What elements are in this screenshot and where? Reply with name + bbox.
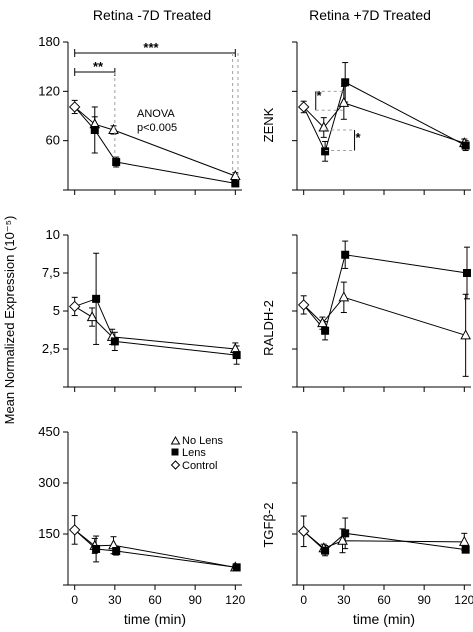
series-line-lens bbox=[303, 530, 466, 552]
x-tick-label: 0 bbox=[71, 593, 78, 607]
point-no-lens bbox=[317, 317, 328, 328]
x-tick-label: 90 bbox=[417, 593, 431, 607]
series-line-lens bbox=[74, 106, 236, 184]
point-lens bbox=[232, 563, 241, 572]
point-no-lens bbox=[86, 311, 98, 322]
point-lens bbox=[90, 125, 99, 134]
x-axis-label: time (min) bbox=[124, 611, 186, 627]
y-tick-label: 180 bbox=[38, 34, 60, 49]
column-title-right: Retina +7D Treated bbox=[309, 7, 431, 23]
panel-minus7d-tgfb2: 150 300 450 0 30 60 90 120 time (min) bbox=[38, 424, 245, 627]
panel-plus7d-tgfb2: 0 30 60 90 120 time (min) bbox=[292, 431, 473, 627]
point-no-lens bbox=[318, 121, 330, 132]
y-tick-label: 450 bbox=[38, 424, 60, 439]
legend-marker-lens bbox=[171, 448, 179, 456]
significance-brackets bbox=[74, 49, 356, 181]
sig-label-3star: *** bbox=[143, 40, 159, 55]
sig-label-1star-lower: * bbox=[355, 130, 361, 145]
point-lens bbox=[321, 546, 330, 555]
panel-minus7d-raldh2: 2,5 5 7,5 10 bbox=[42, 227, 242, 392]
y-tick-label: 10 bbox=[46, 227, 60, 242]
y-tick-label: 300 bbox=[38, 475, 60, 490]
row-label-zenk: ZENK bbox=[261, 107, 276, 142]
x-axis-label: time (min) bbox=[353, 611, 415, 627]
point-control bbox=[297, 101, 310, 113]
x-tick-label: 120 bbox=[225, 593, 245, 607]
legend-marker-no-lens bbox=[170, 435, 181, 445]
x-tick-label: 120 bbox=[454, 593, 473, 607]
point-no-lens bbox=[460, 329, 471, 340]
point-control bbox=[68, 300, 81, 313]
point-lens bbox=[461, 141, 470, 150]
point-control bbox=[297, 525, 310, 537]
y-tick-label: 5 bbox=[53, 303, 60, 318]
x-tick-label: 30 bbox=[337, 593, 351, 607]
point-lens bbox=[341, 529, 350, 538]
x-tick-label: 30 bbox=[108, 593, 122, 607]
x-tick-label: 60 bbox=[148, 593, 162, 607]
point-lens bbox=[321, 147, 330, 156]
legend-label-no-lens: No Lens bbox=[182, 435, 223, 447]
significance-annotations-right: * * bbox=[316, 88, 361, 145]
series-line-no-lens bbox=[74, 529, 236, 568]
series-line-lens bbox=[303, 254, 468, 332]
point-no-lens bbox=[338, 291, 350, 302]
series-line-no-lens bbox=[303, 296, 466, 336]
point-lens bbox=[231, 179, 240, 188]
point-lens bbox=[112, 158, 121, 167]
y-tick-label: 2,5 bbox=[42, 341, 60, 356]
y-tick-label: 120 bbox=[38, 83, 60, 98]
sig-label-2star: ** bbox=[93, 59, 104, 74]
x-tick-label: 0 bbox=[300, 593, 307, 607]
legend-marker-control bbox=[170, 460, 181, 470]
point-lens bbox=[341, 250, 350, 259]
row-label-tgfb2: TGFβ-2 bbox=[261, 502, 276, 547]
point-lens bbox=[321, 326, 330, 335]
point-lens bbox=[92, 294, 101, 303]
panel-plus7d-zenk bbox=[292, 41, 471, 195]
panel-plus7d-raldh2 bbox=[292, 234, 471, 392]
row-label-raldh2: RALDH-2 bbox=[261, 300, 276, 356]
anova-label: ANOVA bbox=[137, 108, 175, 120]
anova-p-value: p<0.005 bbox=[137, 122, 177, 134]
point-no-lens bbox=[338, 96, 350, 107]
point-lens bbox=[461, 545, 470, 554]
series-line-no-lens bbox=[303, 102, 465, 144]
legend: No Lens Lens Control bbox=[170, 435, 223, 472]
shared-y-axis-label: Mean Normalized Expression (10⁻⁵) bbox=[2, 216, 17, 425]
point-lens bbox=[92, 544, 101, 553]
point-no-lens bbox=[458, 535, 470, 546]
series-line-lens bbox=[74, 529, 237, 568]
y-tick-label: 7,5 bbox=[42, 265, 60, 280]
series-line-lens bbox=[74, 298, 237, 356]
panel-minus7d-zenk: 60 120 180 bbox=[38, 34, 242, 195]
column-title-left: Retina -7D Treated bbox=[93, 7, 211, 23]
point-control bbox=[68, 101, 81, 113]
significance-annotations-left: ** *** ANOVA p<0.005 bbox=[93, 40, 177, 134]
point-lens bbox=[112, 547, 121, 555]
y-tick-label: 150 bbox=[38, 526, 60, 541]
point-lens bbox=[110, 337, 119, 346]
point-no-lens bbox=[108, 123, 119, 134]
y-tick-label: 60 bbox=[46, 133, 60, 148]
point-control bbox=[297, 299, 310, 311]
point-no-lens bbox=[337, 534, 348, 545]
sig-label-1star-upper: * bbox=[316, 88, 322, 103]
series-line-no-lens bbox=[74, 306, 236, 350]
point-lens bbox=[462, 269, 471, 277]
x-tick-label: 90 bbox=[188, 593, 202, 607]
point-lens bbox=[341, 78, 350, 87]
series-line-lens bbox=[303, 81, 466, 153]
x-tick-label: 60 bbox=[377, 593, 391, 607]
series-line-no-lens bbox=[74, 106, 236, 177]
point-lens bbox=[232, 351, 241, 360]
point-control bbox=[68, 524, 81, 536]
legend-label-control: Control bbox=[182, 460, 217, 472]
legend-label-lens: Lens bbox=[182, 447, 206, 459]
